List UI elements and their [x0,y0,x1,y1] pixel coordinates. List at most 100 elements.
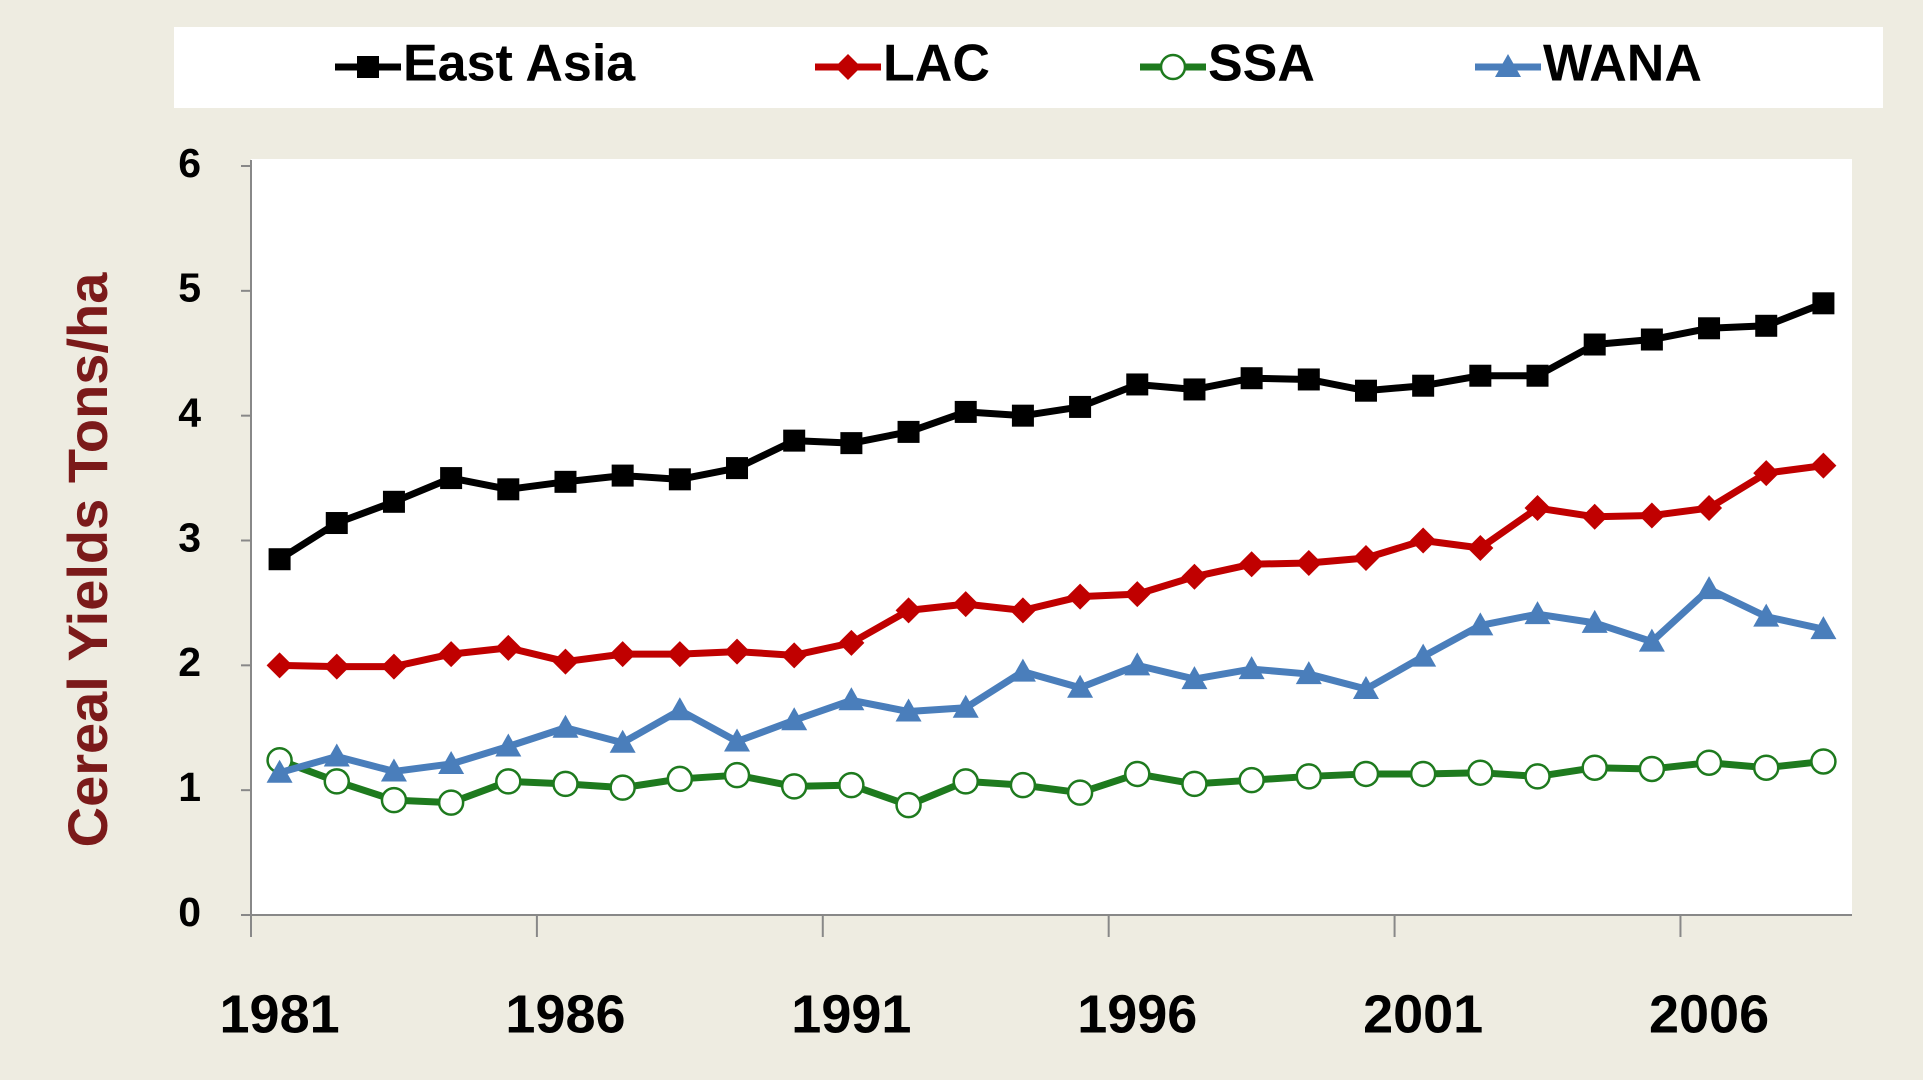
data-point [1238,656,1265,680]
data-point [495,733,522,757]
legend-label: LAC [883,35,990,93]
data-point [1755,314,1778,337]
data-point [325,512,348,535]
data-point [1126,373,1149,396]
series-line [277,300,1825,563]
y-tick-label: 0 [178,889,201,935]
series-line [279,462,1824,671]
data-point [1240,367,1263,390]
data-point [895,698,922,722]
data-point [497,478,520,501]
data-point [1295,549,1322,576]
series-line [278,756,1824,809]
x-tick-label: 1996 [1077,984,1197,1044]
data-point [1124,581,1151,608]
data-point [1696,495,1723,522]
data-point [724,638,751,665]
data-point [1410,643,1437,667]
x-tick-label: 2006 [1649,984,1769,1044]
data-point [609,729,636,753]
y-tick-label: 3 [178,514,201,560]
data-point [1812,292,1835,315]
data-point [1352,676,1379,700]
data-point [266,759,293,783]
data-point [724,728,751,752]
data-point [440,467,463,490]
data-point [897,420,920,443]
data-point [1124,760,1151,788]
y-axis-label: Cereal Yields Tons/ha [56,272,119,848]
data-point [609,774,636,801]
x-tick-label: 1986 [505,984,625,1044]
data-point [266,652,293,679]
plot-area [251,159,1852,915]
data-point [1526,364,1549,387]
data-point [952,694,979,718]
data-point [838,771,865,799]
legend-marker [835,54,861,80]
y-tick-label: 5 [178,265,201,311]
data-point [268,548,291,571]
data-point [1183,378,1206,401]
legend-marker [1495,54,1521,77]
data-point [552,648,579,675]
y-tick-label: 1 [178,764,201,810]
y-tick-label: 6 [178,140,201,186]
data-point [1467,612,1494,636]
data-point [1352,544,1379,571]
data-point [1695,749,1723,776]
data-point [438,750,465,774]
data-point [838,687,865,711]
data-point [1009,597,1036,624]
data-point [1238,551,1265,578]
data-point [437,789,465,816]
data-point [438,641,465,668]
data-point [895,597,922,624]
data-point [1009,658,1036,682]
data-point [1583,333,1606,356]
legend-marker [1159,53,1187,81]
data-point [1698,317,1721,340]
data-point [1638,755,1666,783]
data-point [1238,766,1265,794]
data-point [840,432,863,455]
data-point [1696,576,1723,600]
data-point [783,429,806,452]
x-tick-label: 1991 [791,984,911,1044]
data-point [1753,603,1780,627]
data-point [1066,779,1094,806]
data-point [1067,583,1094,610]
data-point [1069,395,1092,418]
data-point [780,773,808,800]
data-point [323,653,350,680]
y-tick-label: 2 [178,639,201,685]
x-tick-label: 1981 [220,984,340,1044]
data-point [1467,759,1494,786]
data-point [1295,763,1323,790]
legend-marker [357,56,379,78]
data-point [1640,328,1663,351]
data-point [552,770,579,798]
data-point [1410,527,1437,554]
data-point [380,786,408,814]
data-point [1753,460,1780,487]
data-point [380,758,407,782]
data-point [781,707,808,731]
data-point [1581,609,1608,633]
data-point [380,653,407,680]
data-point [1524,495,1551,522]
data-point [1181,770,1208,798]
data-point [726,457,749,480]
data-point [723,761,751,789]
data-point [1638,628,1665,652]
data-point [895,791,922,819]
data-point [1409,760,1437,788]
data-point [668,468,691,491]
data-point [838,629,865,656]
data-point [1354,379,1377,402]
data-point [781,642,808,669]
data-point [495,634,522,661]
data-point [1009,771,1037,799]
data-point [323,768,351,795]
